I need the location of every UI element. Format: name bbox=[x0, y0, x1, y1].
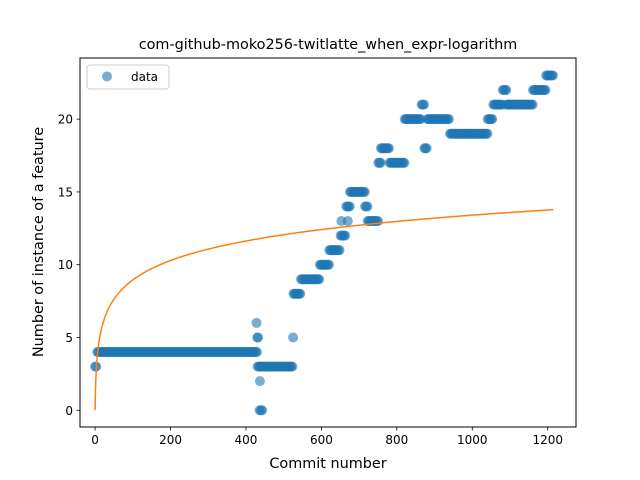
data-point bbox=[295, 288, 306, 299]
data-point bbox=[443, 114, 454, 125]
data-point bbox=[399, 157, 410, 168]
data-point bbox=[253, 332, 264, 343]
x-tick-label: 0 bbox=[91, 433, 99, 447]
x-tick-label: 1000 bbox=[457, 433, 488, 447]
data-point bbox=[362, 201, 373, 212]
data-point bbox=[501, 85, 512, 96]
x-tick-label: 600 bbox=[310, 433, 333, 447]
data-point bbox=[372, 216, 383, 227]
legend-box bbox=[86, 64, 170, 90]
data-point bbox=[344, 201, 355, 212]
data-point bbox=[482, 128, 493, 139]
data-point bbox=[342, 216, 353, 227]
y-tick-label: 15 bbox=[58, 185, 73, 199]
data-point bbox=[257, 405, 268, 416]
x-tick-label: 1200 bbox=[532, 433, 563, 447]
axes-frame bbox=[79, 57, 577, 428]
data-point bbox=[323, 259, 334, 270]
y-axis-label: Number of instance of a feature bbox=[31, 127, 47, 357]
data-point bbox=[251, 347, 262, 358]
data-point bbox=[383, 143, 394, 154]
legend: data bbox=[86, 64, 170, 90]
data-point bbox=[540, 85, 551, 96]
data-point bbox=[375, 157, 386, 168]
data-point bbox=[314, 274, 325, 285]
x-axis-label: Commit number bbox=[269, 456, 386, 472]
legend-label-data: data bbox=[131, 70, 158, 84]
data-point bbox=[418, 99, 429, 110]
y-tick-label: 0 bbox=[65, 404, 73, 418]
fit-line bbox=[94, 208, 554, 411]
data-point bbox=[340, 230, 351, 241]
data-point bbox=[421, 143, 432, 154]
data-point bbox=[547, 70, 558, 81]
data-point bbox=[527, 99, 538, 110]
plot-area bbox=[90, 70, 558, 416]
x-tick-label: 800 bbox=[385, 433, 408, 447]
data-point bbox=[487, 114, 498, 125]
data-point bbox=[254, 376, 265, 387]
data-point bbox=[288, 332, 299, 343]
chart-title: com-github-moko256-twitlatte_when_expr-l… bbox=[139, 37, 518, 53]
y-tick-label: 20 bbox=[58, 113, 73, 127]
axes: 0 200 400 600 800 1000 1200 0 5 10 15 20 bbox=[58, 113, 563, 447]
legend-marker-data bbox=[102, 71, 112, 82]
data-point bbox=[334, 245, 345, 256]
x-tick-label: 200 bbox=[159, 433, 182, 447]
data-point bbox=[359, 186, 370, 197]
data-point bbox=[251, 317, 262, 328]
data-point bbox=[287, 361, 298, 372]
x-tick-label: 400 bbox=[235, 433, 258, 447]
y-tick-label: 5 bbox=[65, 331, 73, 345]
y-tick-label: 10 bbox=[58, 258, 73, 272]
